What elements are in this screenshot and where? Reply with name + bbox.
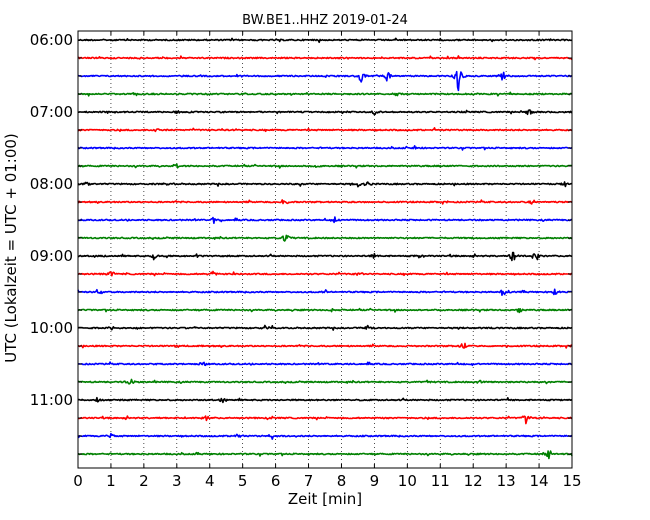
x-tick-label: 11 — [431, 472, 450, 490]
y-axis-label: UTC (Lokalzeit = UTC + 01:00) — [2, 133, 20, 363]
x-tick-label: 2 — [139, 472, 149, 490]
y-tick-label: 11:00 — [30, 391, 73, 409]
trace-0730 — [77, 145, 573, 151]
x-tick-label: 10 — [398, 472, 417, 490]
seismic-traces — [77, 37, 573, 460]
y-tick-label: 07:00 — [30, 103, 73, 121]
x-tick-label: 12 — [464, 472, 483, 490]
plot-frame — [77, 30, 573, 469]
trace-1015 — [77, 342, 573, 349]
grid-lines — [110, 31, 540, 468]
y-tick-label: 06:00 — [30, 31, 73, 49]
trace-0745 — [77, 163, 573, 169]
trace-0615 — [77, 55, 573, 61]
trace-0830 — [77, 216, 573, 224]
trace-0600 — [78, 37, 573, 44]
trace-0945 — [77, 307, 573, 314]
x-tick-label: 0 — [73, 472, 83, 490]
trace-0645 — [77, 91, 573, 97]
y-tick-label: 08:00 — [30, 175, 73, 193]
trace-0900 — [77, 251, 573, 262]
x-tick-label: 8 — [337, 472, 347, 490]
x-tick-label: 13 — [497, 472, 516, 490]
trace-1045 — [77, 378, 573, 385]
x-axis-label: Zeit [min] — [288, 490, 362, 508]
trace-1100 — [77, 396, 573, 404]
trace-0915 — [77, 270, 573, 277]
trace-1115 — [77, 415, 573, 425]
trace-0700 — [77, 109, 573, 116]
x-tick-label: 3 — [172, 472, 182, 490]
y-axis-ticks: 06:00 07:00 08:00 09:00 10:00 11:00 — [30, 31, 572, 455]
x-axis-ticks: 0 1 2 3 4 5 6 7 8 9 10 11 12 13 14 15 — [73, 31, 582, 490]
x-tick-label: 6 — [271, 472, 281, 490]
x-tick-label: 7 — [304, 472, 314, 490]
trace-1130 — [77, 432, 573, 440]
trace-0845 — [77, 234, 573, 242]
trace-0815 — [77, 199, 573, 205]
trace-1145 — [77, 450, 573, 460]
trace-0715 — [77, 127, 573, 133]
x-tick-label: 5 — [238, 472, 248, 490]
chart-title: BW.BE1..HHZ 2019-01-24 — [242, 13, 408, 28]
trace-1000 — [77, 324, 573, 331]
trace-0800 — [77, 181, 573, 188]
trace-0930 — [77, 288, 573, 297]
x-tick-label: 9 — [370, 472, 380, 490]
y-tick-label: 09:00 — [30, 247, 73, 265]
x-tick-label: 15 — [562, 472, 581, 490]
x-tick-label: 1 — [106, 472, 116, 490]
trace-1030 — [77, 361, 573, 367]
trace-0630 — [78, 70, 573, 92]
y-tick-label: 10:00 — [30, 319, 73, 337]
x-tick-label: 4 — [205, 472, 215, 490]
x-tick-label: 14 — [530, 472, 549, 490]
